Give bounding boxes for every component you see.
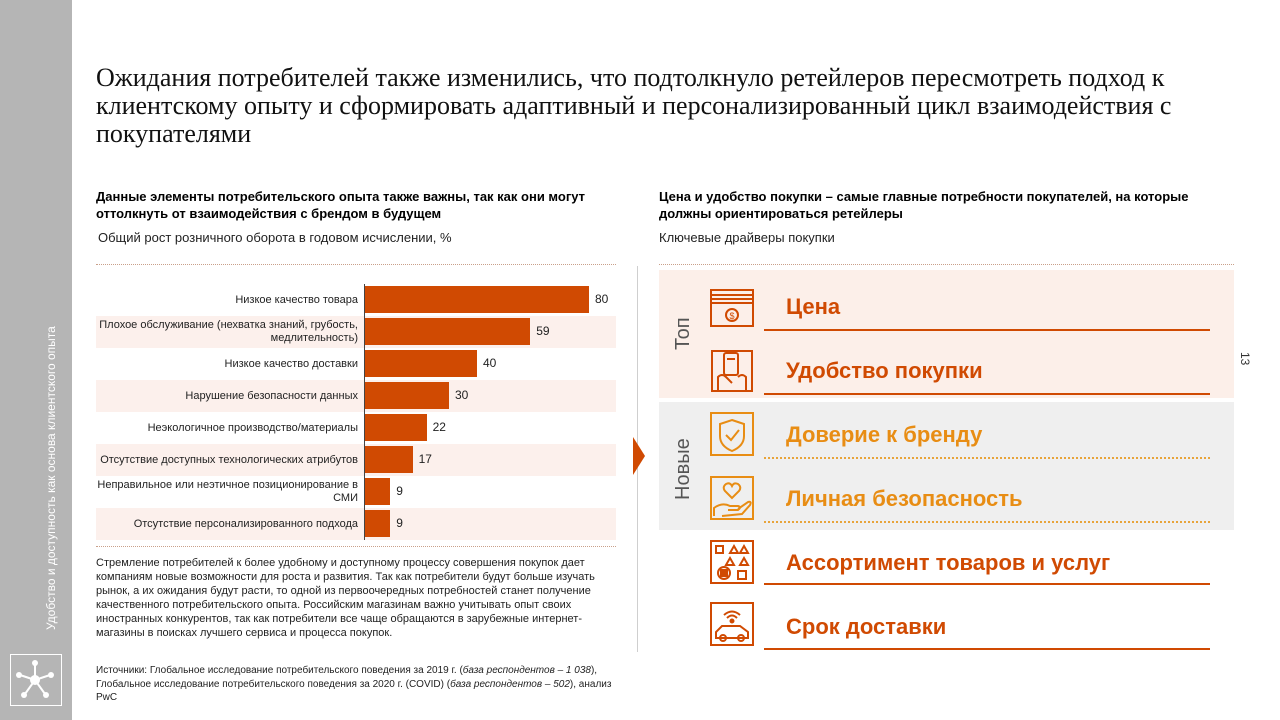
drivers-subtitle: Ключевые драйверы покупки — [659, 230, 835, 245]
driver-underline — [764, 457, 1210, 459]
bar-value-label: 22 — [432, 420, 446, 434]
category-label: Нарушение безопасности данных — [185, 389, 358, 402]
sources-text: ), анализ PwC — [96, 678, 612, 704]
sources-text: база респондентов – 1 038 — [462, 665, 591, 676]
chart-bar — [365, 350, 477, 377]
chart-axis — [364, 284, 365, 540]
sources-text: ), Глобальное исследование потребительск… — [96, 665, 598, 690]
chart-bar — [365, 318, 531, 345]
category-label: Плохое обслуживание (нехватка знаний, гр… — [99, 319, 358, 344]
driver-label: Удобство покупки — [786, 358, 983, 383]
divider — [96, 264, 616, 265]
category-label: Низкое качество товара — [235, 293, 358, 306]
category-label: Низкое качество доставки — [224, 357, 358, 370]
chart-subtitle: Общий рост розничного оборота в годовом … — [98, 230, 452, 245]
band-new-label: Новые — [672, 438, 694, 500]
bar-value-label: 17 — [418, 452, 432, 466]
bar-value-label: 59 — [536, 324, 550, 338]
network-logo-icon — [10, 654, 62, 706]
sources-note: Источники: Глобальное исследование потре… — [96, 664, 616, 705]
driver-label: Доверие к бренду — [786, 422, 983, 447]
page-number: 13 — [1238, 352, 1252, 366]
heart-hand-icon — [708, 474, 756, 522]
driver-underline — [764, 583, 1210, 585]
category-label: Отсутствие персонализированного подхода — [133, 517, 358, 530]
chart-bar — [365, 414, 427, 441]
chart-row — [96, 444, 616, 476]
category-label: Неэкологичное производство/материалы — [147, 421, 358, 434]
sources-text: база респондентов – 502 — [450, 678, 570, 690]
driver-label: Ассортимент товаров и услуг — [786, 550, 1111, 575]
card-hand-icon — [708, 347, 756, 395]
driver-label: Цена — [786, 294, 841, 319]
band-top — [659, 270, 1234, 398]
driver-underline — [764, 329, 1210, 331]
connected-car-icon — [708, 600, 756, 648]
sources-text: Источники: Глобальное исследование потре… — [96, 665, 463, 676]
category-label: Неправильное или неэтичное позиционирова… — [97, 479, 358, 504]
bar-value-label: 9 — [396, 484, 403, 498]
arrow-right-icon — [633, 437, 645, 475]
driver-underline — [764, 521, 1210, 523]
shield-check-icon — [708, 410, 756, 458]
sidebar-rail — [0, 0, 72, 720]
bar-value-label: 30 — [455, 388, 469, 402]
chart-row — [96, 380, 616, 412]
chart-bar — [365, 382, 449, 409]
divider — [96, 546, 616, 547]
chart-bar — [365, 446, 413, 473]
chart-row — [96, 508, 616, 540]
chart-bar — [365, 510, 391, 537]
right-heading: Цена и удобство покупки – самые главные … — [659, 189, 1189, 221]
bar-value-label: 40 — [483, 356, 497, 370]
bar-value-label: 80 — [595, 292, 609, 306]
page-title: Ожидания потребителей также изменились, … — [96, 63, 1172, 148]
money-icon: $ — [708, 284, 756, 332]
chart-bar — [365, 478, 391, 505]
driver-label: Срок доставки — [786, 614, 947, 639]
driver-label: Личная безопасность — [786, 486, 1023, 511]
bar-value-label: 9 — [396, 516, 403, 530]
divider — [659, 264, 1234, 265]
sidebar-section-title: Удобство и доступность как основа клиент… — [44, 326, 58, 630]
driver-underline — [764, 648, 1210, 650]
svg-text:$: $ — [729, 311, 734, 321]
assortment-icon — [708, 538, 756, 586]
band-new — [659, 402, 1234, 530]
driver-underline — [764, 393, 1210, 395]
band-top-label: Топ — [672, 317, 694, 350]
left-heading: Данные элементы потребительского опыта т… — [96, 189, 585, 221]
category-label: Отсутствие доступных технологических атр… — [100, 453, 358, 466]
body-paragraph: Стремление потребителей к более удобному… — [96, 557, 595, 639]
bar-chart: Низкое качество товара 80 Плохое обслужива… — [96, 284, 616, 540]
chart-bar — [365, 286, 589, 313]
